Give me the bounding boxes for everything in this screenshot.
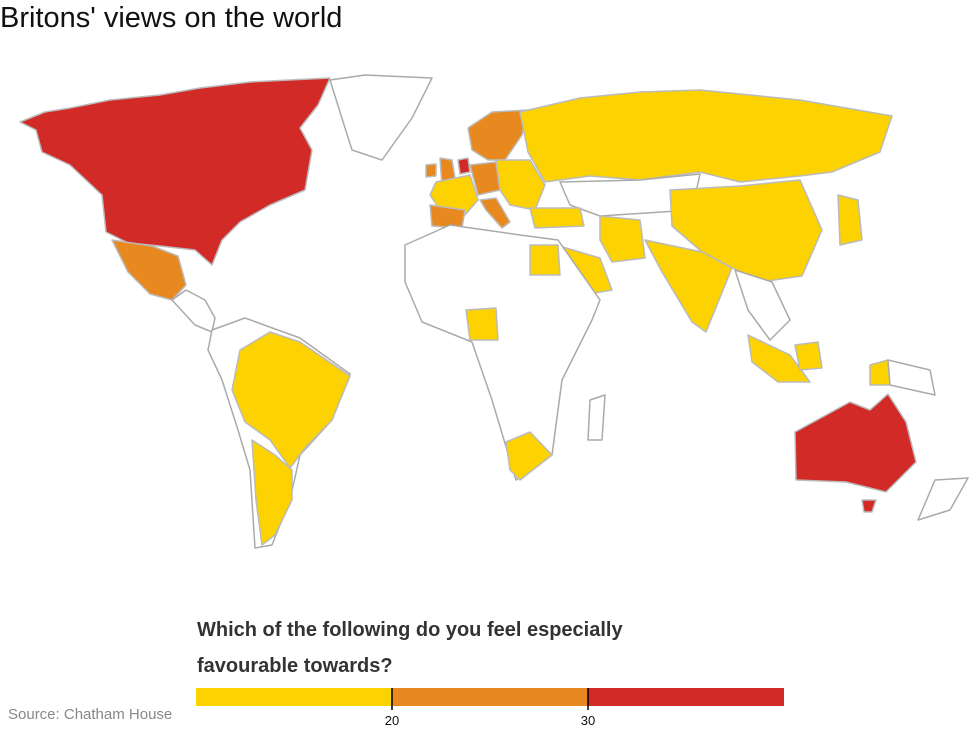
legend-swatch: [392, 688, 588, 706]
legend-swatch: [588, 688, 784, 706]
legend-title: Which of the following do you feel espec…: [197, 619, 623, 677]
country: [329, 74, 433, 161]
country: [505, 431, 553, 481]
legend: 20 30: [196, 688, 784, 728]
country: [837, 194, 863, 246]
legend-swatch: [196, 688, 392, 706]
countries: [19, 74, 969, 549]
country: [404, 224, 601, 481]
country: [457, 157, 471, 175]
country: [529, 244, 561, 276]
country: [861, 499, 877, 513]
country: [231, 331, 351, 469]
title: Britons' views on the world: [0, 2, 343, 34]
legend-tick-label: 20: [385, 713, 399, 728]
country: [669, 179, 823, 283]
country: [734, 269, 791, 341]
country: [429, 174, 479, 216]
country: [529, 207, 585, 229]
country: [467, 109, 529, 161]
country: [251, 439, 293, 546]
country: [869, 359, 891, 386]
country: [644, 239, 733, 333]
legend-tick-label: 30: [581, 713, 595, 728]
country: [479, 197, 511, 229]
country: [747, 334, 811, 383]
country: [19, 77, 331, 266]
country: [465, 307, 499, 341]
country: [794, 341, 823, 371]
country: [111, 239, 187, 301]
country: [519, 89, 893, 183]
country: [171, 289, 216, 333]
country: [587, 394, 606, 441]
country: [917, 477, 969, 521]
country: [599, 215, 646, 263]
country: [887, 359, 936, 396]
country: [425, 163, 437, 178]
source: Source: Chatham House: [8, 706, 173, 723]
country: [794, 393, 917, 493]
